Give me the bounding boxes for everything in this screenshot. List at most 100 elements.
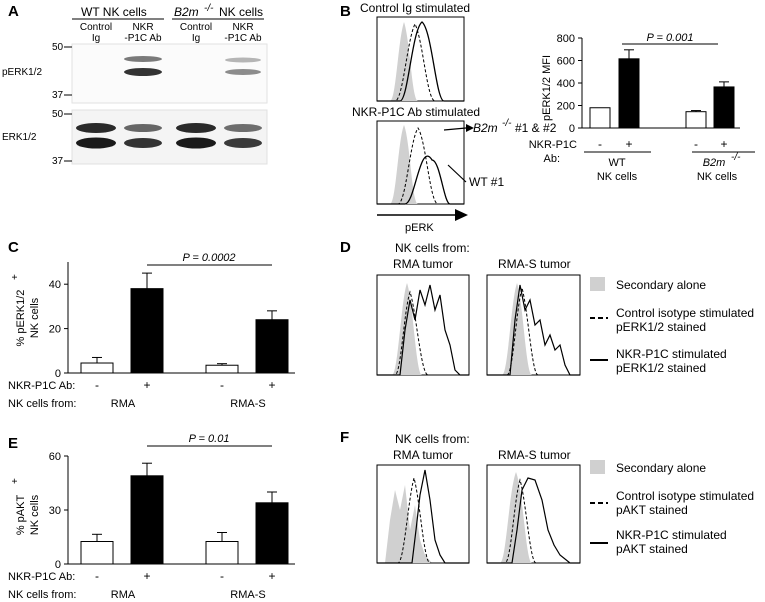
treatment-sign: - (220, 569, 224, 583)
b-row1-label: NKR-P1C (529, 139, 577, 151)
d-legend-nkr: NKR-P1C stimulated (616, 347, 727, 361)
panel-b-bar-chart: pERK1/2 MFI 0 200 400 600 800 P = 0.001 NKR-… (529, 32, 755, 183)
f-legend-secondary: Secondary alone (616, 461, 706, 475)
b-pvalue: P = 0.001 (647, 32, 694, 44)
treatment-sign: + (625, 137, 632, 151)
b2m-annotation: B2m (473, 121, 498, 135)
erk-band (124, 138, 162, 148)
secondary-alone-hist (377, 485, 469, 563)
secondary-alone-hist (377, 22, 464, 101)
y-tick-label: 0 (569, 123, 575, 135)
wt-annotation: WT #1 (469, 175, 504, 189)
perk-band (225, 57, 261, 63)
control-hist-dashed (377, 22, 464, 102)
legend-secondary-swatch (590, 460, 605, 474)
erk-band (76, 137, 116, 149)
erk-band (76, 123, 116, 133)
panel-a-label: A (8, 3, 19, 20)
e-pvalue: P = 0.01 (189, 433, 230, 445)
secondary-alone-hist (487, 283, 580, 375)
perk-xlabel: pERK (405, 222, 434, 234)
bar (255, 319, 289, 374)
histogram-control (376, 16, 465, 102)
panel-d: D NK cells from: RMA tumor RMA-S tumor S… (340, 239, 754, 376)
c-row2: NK cells from: (8, 398, 76, 410)
mw-37-bottom: 37 (52, 156, 64, 167)
lane-3-label-l1: Control (180, 22, 212, 33)
y-tick-label: 60 (49, 451, 61, 463)
control-isotype-hist (487, 478, 580, 564)
panel-c-label: C (8, 239, 19, 256)
nkr-stimulated-hist (487, 477, 580, 564)
histogram-nkr (376, 120, 465, 205)
bar (80, 362, 114, 374)
y-tick-label: 0 (55, 559, 61, 571)
mw-50-bottom: 50 (52, 109, 64, 120)
treatment-sign: - (694, 137, 698, 151)
bar (685, 111, 707, 129)
treatment-sign: - (598, 137, 602, 151)
treatment-sign: + (143, 378, 150, 392)
perk-blot-label: pERK1/2 (2, 67, 42, 78)
bar (80, 541, 114, 565)
y-tick-label: 800 (557, 33, 575, 45)
y-tick-label: 20 (49, 324, 61, 336)
c-group-rma: RMA (111, 398, 136, 410)
erk-band (224, 138, 262, 148)
e-row2: NK cells from: (8, 589, 76, 601)
f-legend-control: Control isotype stimulated (616, 489, 754, 503)
treatment-sign: - (95, 569, 99, 583)
hist-title-nkr: NKR-P1C Ab stimulated (352, 105, 480, 119)
bar (130, 288, 164, 374)
lane-3-label-l2: Ig (192, 33, 200, 44)
e-ylabel-sup: + (10, 478, 21, 484)
y-tick-label: 40 (49, 279, 61, 291)
panel-e-bar-chart: E % pAKT + NK cells 0 30 60 P = 0.01 NKR-P… (8, 433, 295, 601)
d-title-rma: RMA tumor (393, 257, 453, 271)
secondary-alone-hist (377, 283, 469, 375)
d-header: NK cells from: (395, 241, 470, 255)
y-tick-label: 600 (557, 56, 575, 68)
f-legend-nkr: NKR-P1C stimulated (616, 528, 727, 542)
f-hist-rmas (486, 464, 581, 564)
b-group-b2m-sup: -/- (731, 152, 741, 163)
b-group-b2m-l2: NK cells (697, 171, 738, 183)
f-title-rma: RMA tumor (393, 448, 453, 462)
secondary-alone-hist (377, 125, 464, 204)
perk-band (124, 56, 162, 62)
treatment-sign: + (720, 137, 727, 151)
b2m-header-sup: -/- (204, 3, 214, 14)
legend-secondary-swatch (590, 277, 605, 291)
d-legend-control: Control isotype stimulated (616, 306, 754, 320)
wt-hist-solid (377, 155, 464, 205)
c-ylabel-sup: + (10, 274, 21, 280)
d-hist-rma (376, 274, 470, 376)
control-isotype-hist (377, 476, 469, 564)
erk-band (224, 124, 262, 132)
bar (205, 541, 239, 565)
treatment-sign: + (268, 378, 275, 392)
b2m-header: B2m (174, 5, 199, 19)
y-tick-label: 0 (55, 368, 61, 380)
lane-2-label-l1: NKR (132, 22, 153, 33)
y-tick-label: 200 (557, 101, 575, 113)
treatment-sign: + (268, 569, 275, 583)
bar (255, 502, 289, 565)
lane-4-label-l2: -P1C Ab (224, 33, 262, 44)
bar (205, 364, 239, 374)
bar (130, 475, 164, 565)
perk-band (225, 69, 261, 75)
panel-f: F NK cells from: RMA tumor RMA-S tumor S… (340, 429, 754, 564)
nkr-stimulated-hist (377, 284, 469, 376)
erk-band (124, 124, 162, 132)
erk-band (176, 123, 216, 133)
erk-blot-label: ERK1/2 (2, 132, 37, 143)
b-row1-label2: Ab: (543, 153, 560, 165)
y-tick-label: 400 (557, 78, 575, 90)
e-row1: NKR-P1C Ab: (8, 571, 75, 583)
c-ylabel-l2: NK cells (29, 297, 41, 338)
panel-b-label: B (340, 3, 351, 20)
b2m-header-suffix: NK cells (219, 5, 263, 19)
c-pvalue: P = 0.0002 (182, 252, 235, 264)
bar (618, 58, 640, 129)
